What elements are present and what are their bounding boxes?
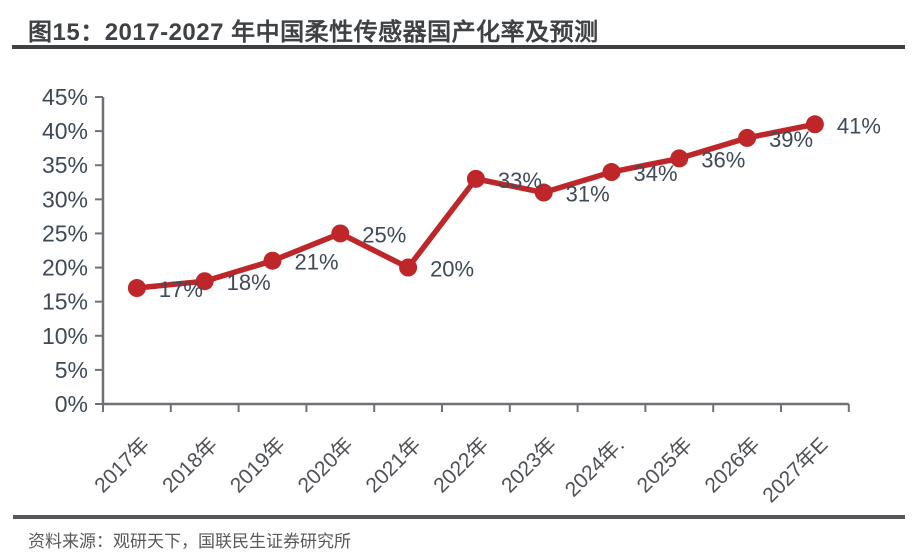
y-tick-label: 15%: [42, 289, 88, 315]
data-label: 34%: [633, 161, 677, 186]
data-point: [399, 258, 418, 277]
y-tick-label: 10%: [42, 323, 88, 349]
footer-divider: [13, 515, 905, 519]
x-tick-label: 2022年: [429, 433, 493, 497]
x-tick-label: 2017年: [90, 433, 154, 497]
y-tick-label: 45%: [42, 84, 88, 110]
x-tick-label: 2025年: [633, 433, 697, 497]
x-tick-label: 2024年.: [561, 433, 629, 501]
data-point: [466, 169, 485, 188]
data-label: 41%: [837, 113, 881, 138]
data-point: [670, 149, 689, 168]
y-tick-label: 20%: [42, 255, 88, 281]
data-label: 25%: [362, 222, 406, 247]
x-tick-label: 2027年E: [758, 433, 832, 507]
y-tick-label: 40%: [42, 118, 88, 144]
x-tick-label: 2021年: [361, 433, 425, 497]
data-label: 31%: [566, 182, 610, 207]
y-tick-label: 25%: [42, 220, 88, 246]
data-label: 18%: [227, 270, 271, 295]
data-label: 20%: [430, 257, 474, 282]
data-point: [195, 272, 214, 291]
y-tick-label: 5%: [55, 357, 88, 383]
y-tick-label: 30%: [42, 186, 88, 212]
data-point: [331, 224, 350, 243]
data-label: 36%: [701, 147, 745, 172]
figure-title: 图15：2017-2027 年中国柔性传感器国产化率及预测: [28, 19, 599, 46]
y-tick-label: 35%: [42, 152, 88, 178]
data-point: [534, 183, 553, 202]
title-divider: [12, 45, 905, 49]
source-note: 资料来源：观研天下，国联民生证券研究所: [28, 532, 351, 551]
data-label: 21%: [294, 250, 338, 275]
x-tick-label: 2020年: [294, 433, 358, 497]
data-label: 17%: [159, 277, 203, 302]
x-tick-label: 2023年: [497, 433, 561, 497]
data-point: [127, 279, 146, 298]
data-label: 39%: [769, 127, 813, 152]
x-tick-label: 2019年: [226, 433, 290, 497]
data-point: [738, 128, 757, 147]
data-point: [805, 115, 824, 134]
x-tick-label: 2026年: [700, 433, 764, 497]
x-tick-label: 2018年: [158, 433, 222, 497]
y-tick-label: 0%: [55, 391, 88, 417]
data-point: [602, 163, 621, 182]
data-label: 33%: [498, 168, 542, 193]
data-point: [263, 251, 282, 270]
